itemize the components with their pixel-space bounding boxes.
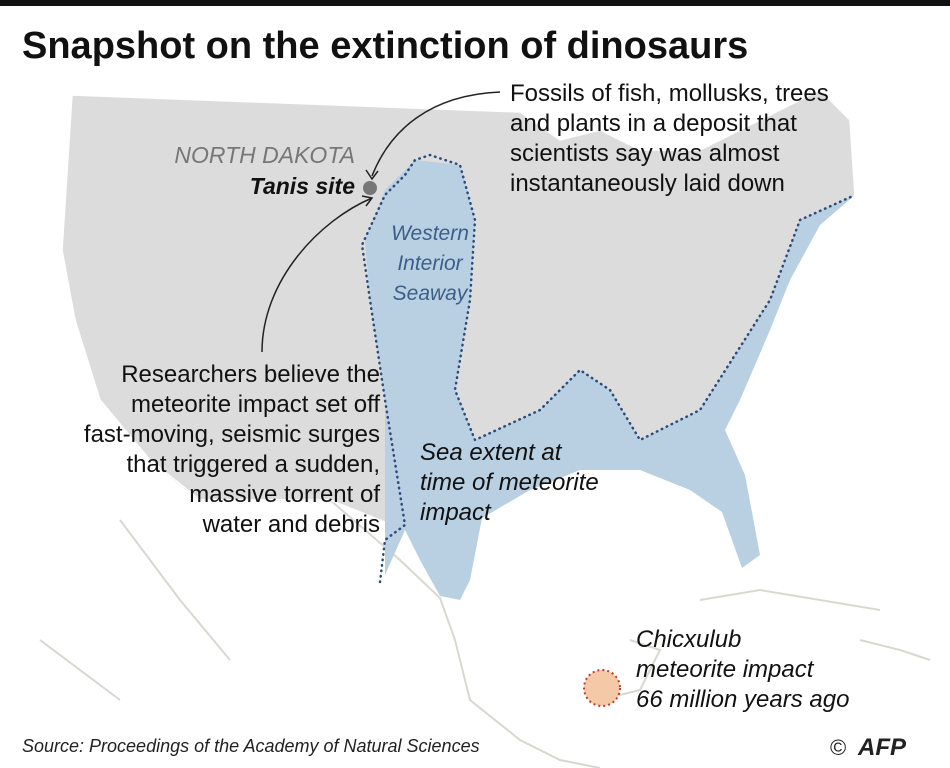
researchers-note: massive torrent of (189, 481, 380, 508)
arrow-head (361, 195, 374, 207)
impact-label: meteorite impact (636, 656, 815, 683)
impact-label: 66 million years ago (636, 686, 849, 713)
copyright: © (830, 735, 846, 760)
fossils-note: Fossils of fish, mollusks, trees (510, 80, 829, 107)
sea-extent-label: Sea extent at (420, 439, 563, 466)
title: Snapshot on the extinction of dinosaurs (22, 25, 748, 67)
seaway-label: Western (391, 222, 469, 245)
seaway-label: Interior (397, 252, 463, 275)
logo: AFP (857, 734, 907, 761)
tanis-marker (363, 181, 377, 195)
researchers-note: fast-moving, seismic surges (84, 421, 380, 448)
top-bar (0, 0, 950, 6)
researchers-note: that triggered a sudden, (126, 451, 380, 478)
researchers-note: water and debris (202, 511, 380, 538)
state-label: NORTH DAKOTA (174, 142, 355, 168)
sea-extent-label: impact (420, 499, 492, 526)
impact-label: Chicxulub (636, 626, 741, 653)
coastline (39, 459, 931, 768)
site-label: Tanis site (250, 173, 355, 199)
arrow (261, 197, 373, 353)
sea-boundary (360, 153, 857, 584)
seaway-label: Seaway (393, 282, 469, 305)
fossils-note: scientists say was almost (510, 140, 780, 167)
sea-extent (365, 160, 855, 600)
researchers-note: Researchers believe the (121, 361, 380, 388)
impact-marker (583, 669, 621, 707)
fossils-note: and plants in a deposit that (510, 110, 797, 137)
researchers-note: meteorite impact set off (131, 391, 380, 418)
sea-extent-label: time of meteorite (420, 469, 599, 496)
fossils-note: instantaneously laid down (510, 170, 785, 197)
arrow (371, 91, 501, 177)
arrow-head (365, 169, 379, 181)
source: Source: Proceedings of the Academy of Na… (22, 736, 480, 756)
